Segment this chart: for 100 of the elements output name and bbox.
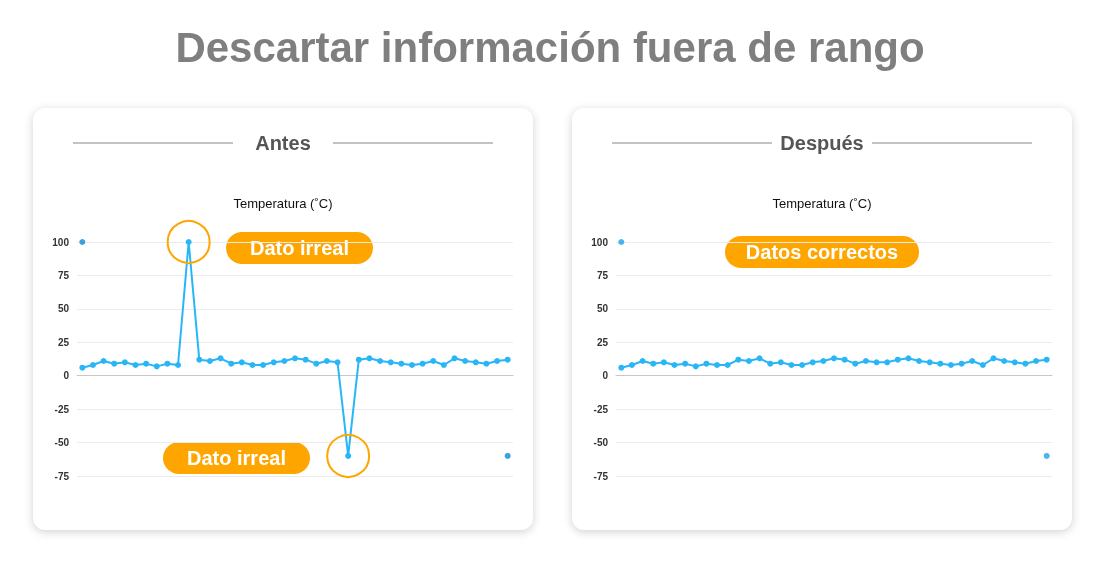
point bbox=[916, 358, 923, 364]
point bbox=[377, 358, 384, 364]
point bbox=[366, 355, 373, 362]
y-tick-label: -75 bbox=[593, 470, 609, 482]
point bbox=[270, 359, 277, 366]
point bbox=[462, 358, 469, 364]
point bbox=[313, 360, 320, 367]
point bbox=[884, 359, 891, 366]
point bbox=[228, 360, 235, 367]
point bbox=[1001, 358, 1008, 364]
point bbox=[260, 362, 267, 369]
point bbox=[969, 358, 976, 364]
point bbox=[650, 360, 657, 367]
y-tick-label: 75 bbox=[57, 269, 70, 281]
point bbox=[660, 359, 667, 366]
point bbox=[132, 362, 139, 369]
point bbox=[1033, 358, 1040, 364]
point bbox=[618, 364, 625, 371]
y-tick-label: -75 bbox=[54, 470, 70, 482]
point bbox=[504, 356, 511, 363]
chart-title: Descartar información fuera de rango bbox=[174, 24, 926, 72]
point bbox=[121, 359, 128, 366]
point bbox=[355, 356, 362, 363]
point bbox=[100, 358, 107, 364]
point bbox=[979, 362, 986, 369]
point bbox=[745, 358, 752, 364]
point bbox=[682, 360, 689, 367]
point bbox=[756, 355, 763, 362]
point bbox=[472, 359, 479, 366]
point bbox=[398, 360, 405, 367]
point bbox=[281, 358, 288, 364]
y-tick-label: 0 bbox=[602, 370, 609, 382]
point bbox=[777, 359, 784, 366]
annotation: Dato irreal bbox=[250, 237, 349, 259]
point bbox=[323, 358, 330, 364]
point bbox=[841, 356, 848, 363]
y-tick-label: 50 bbox=[57, 303, 70, 315]
point bbox=[79, 239, 86, 245]
point bbox=[692, 363, 699, 370]
point bbox=[1022, 360, 1029, 367]
point bbox=[249, 362, 256, 369]
point bbox=[111, 360, 118, 367]
y-axis-title: Temperatura (˚C) bbox=[772, 195, 872, 211]
point bbox=[852, 360, 859, 367]
y-tick-label: 0 bbox=[63, 370, 70, 382]
point bbox=[292, 355, 298, 362]
y-tick-label: 25 bbox=[57, 336, 70, 348]
point bbox=[217, 355, 224, 362]
point bbox=[714, 362, 721, 369]
point bbox=[820, 358, 827, 364]
y-tick-label: 25 bbox=[596, 336, 609, 348]
point bbox=[947, 362, 954, 369]
point bbox=[671, 362, 678, 369]
point bbox=[238, 359, 245, 366]
point bbox=[799, 362, 806, 369]
y-tick-label: 50 bbox=[596, 303, 609, 315]
point bbox=[618, 239, 625, 245]
point bbox=[387, 359, 394, 366]
point bbox=[483, 360, 490, 367]
point bbox=[862, 358, 869, 364]
y-tick-label: 75 bbox=[596, 269, 609, 281]
point bbox=[1011, 359, 1018, 366]
point bbox=[196, 356, 203, 363]
y-tick-label: -50 bbox=[54, 437, 70, 449]
chart-subtitle: Después bbox=[780, 132, 864, 154]
point bbox=[419, 360, 426, 367]
point bbox=[958, 360, 965, 367]
point bbox=[809, 359, 816, 366]
point bbox=[89, 362, 96, 369]
point bbox=[302, 356, 309, 363]
point bbox=[905, 355, 912, 362]
annotation: Dato irreal bbox=[187, 447, 286, 469]
y-axis-title: Temperatura (˚C) bbox=[233, 195, 333, 211]
point bbox=[206, 358, 213, 364]
point bbox=[1043, 452, 1050, 459]
point bbox=[504, 452, 511, 459]
point bbox=[767, 360, 774, 367]
point bbox=[153, 363, 160, 370]
point bbox=[937, 360, 944, 367]
point bbox=[926, 359, 933, 366]
point bbox=[430, 358, 437, 364]
point bbox=[788, 362, 795, 369]
point bbox=[639, 358, 646, 364]
point bbox=[494, 358, 501, 364]
point bbox=[164, 360, 171, 367]
chart-subtitle: Antes bbox=[255, 132, 311, 154]
point bbox=[1043, 356, 1050, 363]
y-tick-label: -25 bbox=[593, 403, 609, 415]
point bbox=[703, 360, 710, 367]
point bbox=[735, 356, 742, 363]
y-tick-label: -25 bbox=[54, 403, 70, 415]
point bbox=[175, 362, 182, 369]
point bbox=[831, 355, 837, 362]
point bbox=[440, 362, 447, 369]
point bbox=[143, 360, 150, 367]
point bbox=[894, 356, 901, 363]
y-tick-label: -50 bbox=[593, 437, 609, 449]
point bbox=[628, 362, 635, 369]
point bbox=[79, 364, 86, 371]
y-tick-label: 100 bbox=[52, 236, 70, 248]
